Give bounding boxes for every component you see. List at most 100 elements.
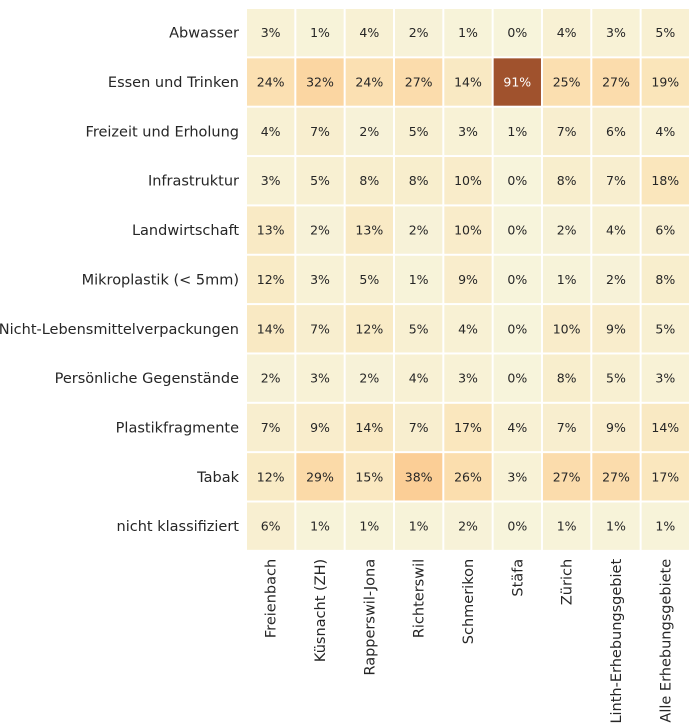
heatmap-cell-nicht-lebensmittelverpackungen-alle-erhebungsgebiete <box>641 305 689 353</box>
cell-value-label: 9% <box>606 321 626 336</box>
row-label-tabak: Tabak <box>196 470 239 486</box>
heatmap-cell-essen-und-trinken-kusnacht-zh <box>296 58 344 106</box>
cell-value-label: 8% <box>655 272 675 287</box>
heatmap-cell-essen-und-trinken-schmerikon <box>444 58 492 106</box>
heatmap-cell-mikroplastik-5mm-freienbach <box>247 255 295 304</box>
heatmap-cell-freizeit-und-erholung-linth-erhebungsgebiet <box>592 107 640 156</box>
row-label-nicht-klassifiziert: nicht klassifiziert <box>117 519 240 535</box>
row-label-personliche-gegenstande: Persönliche Gegenstände <box>55 371 239 387</box>
cell-value-label: 17% <box>454 420 482 435</box>
heatmap-cell-freizeit-und-erholung-freienbach <box>247 107 295 156</box>
heatmap-cell-freizeit-und-erholung-rapperswil-jona <box>345 107 393 156</box>
cell-value-label: 5% <box>409 124 429 139</box>
heatmap-cell-tabak-zurich <box>542 453 591 501</box>
heatmap-cell-personliche-gegenstande-zurich <box>542 354 591 402</box>
column-label-rapperswil-jona: Rapperswil-Jona <box>362 559 378 676</box>
cell-value-label: 3% <box>310 272 330 287</box>
heatmap-cell-landwirtschaft-richterswil <box>394 206 443 254</box>
heatmap-cell-essen-und-trinken-stafa <box>493 58 541 106</box>
column-label-stafa: Stäfa <box>510 559 526 597</box>
heatmap-cell-plastikfragmente-stafa <box>493 403 541 452</box>
heatmap-cell-nicht-lebensmittelverpackungen-freienbach <box>247 305 295 353</box>
cell-value-label: 7% <box>261 420 281 435</box>
heatmap-cell-essen-und-trinken-alle-erhebungsgebiete <box>641 58 689 106</box>
cell-value-label: 2% <box>359 124 379 139</box>
cell-value-label: 13% <box>257 223 285 238</box>
cell-value-label: 1% <box>458 25 478 40</box>
cell-value-label: 2% <box>409 223 429 238</box>
heatmap-cell-nicht-klassifiziert-kusnacht-zh <box>296 502 344 550</box>
heatmap-cell-infrastruktur-linth-erhebungsgebiet <box>592 157 640 205</box>
cell-value-label: 38% <box>405 469 433 484</box>
heatmap-cell-nicht-lebensmittelverpackungen-schmerikon <box>444 305 492 353</box>
cell-value-label: 13% <box>355 223 383 238</box>
row-label-mikroplastik-5mm: Mikroplastik (< 5mm) <box>82 272 239 288</box>
cell-value-label: 4% <box>507 420 527 435</box>
column-label-linth-erhebungsgebiet: Linth-Erhebungsgebiet <box>609 559 625 724</box>
cell-value-label: 0% <box>507 519 527 534</box>
cell-value-label: 9% <box>310 420 330 435</box>
row-label-infrastruktur: Infrastruktur <box>148 174 239 190</box>
heatmap-cell-abwasser-rapperswil-jona <box>345 9 393 57</box>
cell-value-label: 10% <box>454 173 482 188</box>
heatmap-cell-nicht-klassifiziert-zurich <box>542 502 591 550</box>
heatmap-cell-nicht-klassifiziert-rapperswil-jona <box>345 502 393 550</box>
cell-value-label: 1% <box>359 519 379 534</box>
heatmap-cell-tabak-richterswil <box>394 453 443 501</box>
heatmap-cell-personliche-gegenstande-richterswil <box>394 354 443 402</box>
heatmap-cell-plastikfragmente-rapperswil-jona <box>345 403 393 452</box>
cell-value-label: 26% <box>454 469 482 484</box>
cell-value-label: 24% <box>355 75 383 90</box>
heatmap-cell-essen-und-trinken-rapperswil-jona <box>345 58 393 106</box>
heatmap-cell-personliche-gegenstande-rapperswil-jona <box>345 354 393 402</box>
heatmap-cell-essen-und-trinken-zurich <box>542 58 591 106</box>
cell-value-label: 24% <box>257 75 285 90</box>
cell-value-label: 4% <box>557 25 577 40</box>
cell-value-label: 12% <box>355 321 383 336</box>
heatmap-cell-personliche-gegenstande-linth-erhebungsgebiet <box>592 354 640 402</box>
cell-value-label: 3% <box>606 25 626 40</box>
heatmap-cell-mikroplastik-5mm-stafa <box>493 255 541 304</box>
heatmap-cell-infrastruktur-schmerikon <box>444 157 492 205</box>
cell-value-label: 12% <box>257 272 285 287</box>
cell-value-label: 12% <box>257 469 285 484</box>
heatmap-cell-nicht-klassifiziert-stafa <box>493 502 541 550</box>
cell-value-label: 3% <box>507 469 527 484</box>
cell-value-label: 1% <box>557 272 577 287</box>
cell-value-label: 27% <box>553 469 581 484</box>
row-label-plastikfragmente: Plastikfragmente <box>116 420 239 436</box>
heatmap-cell-personliche-gegenstande-freienbach <box>247 354 295 402</box>
heatmap-cell-plastikfragmente-kusnacht-zh <box>296 403 344 452</box>
cell-value-label: 32% <box>306 75 334 90</box>
heatmap-cell-tabak-kusnacht-zh <box>296 453 344 501</box>
cell-value-label: 7% <box>557 124 577 139</box>
heatmap-cell-abwasser-richterswil <box>394 9 443 57</box>
heatmap-cell-nicht-klassifiziert-freienbach <box>247 502 295 550</box>
heatmap-cell-landwirtschaft-schmerikon <box>444 206 492 254</box>
cell-value-label: 8% <box>409 173 429 188</box>
heatmap-cell-tabak-schmerikon <box>444 453 492 501</box>
cell-value-label: 5% <box>655 321 675 336</box>
cell-value-label: 7% <box>409 420 429 435</box>
cell-value-label: 1% <box>409 519 429 534</box>
heatmap-cell-mikroplastik-5mm-kusnacht-zh <box>296 255 344 304</box>
cell-value-label: 10% <box>553 321 581 336</box>
cell-value-label: 6% <box>606 124 626 139</box>
heatmap-cell-tabak-freienbach <box>247 453 295 501</box>
cell-value-label: 14% <box>355 420 383 435</box>
heatmap-cell-freizeit-und-erholung-alle-erhebungsgebiete <box>641 107 689 156</box>
heatmap-cell-freizeit-und-erholung-schmerikon <box>444 107 492 156</box>
cell-value-label: 4% <box>458 321 478 336</box>
column-label-alle-erhebungsgebiete: Alle Erhebungsgebiete <box>658 559 674 723</box>
cell-value-label: 17% <box>651 469 679 484</box>
cell-value-label: 18% <box>651 173 679 188</box>
heatmap-cell-mikroplastik-5mm-linth-erhebungsgebiet <box>592 255 640 304</box>
heatmap-cell-abwasser-stafa <box>493 9 541 57</box>
cell-value-label: 1% <box>310 519 330 534</box>
heatmap-cell-nicht-lebensmittelverpackungen-linth-erhebungsgebiet <box>592 305 640 353</box>
heatmap-cell-mikroplastik-5mm-zurich <box>542 255 591 304</box>
heatmap-cell-tabak-rapperswil-jona <box>345 453 393 501</box>
heatmap-cells: 3% 1% 4% 2% 1% 0% 4% 3% 5% 24% 32% 24% 27% 14% 91% 25% 2… <box>247 9 689 550</box>
cell-value-label: 2% <box>458 519 478 534</box>
